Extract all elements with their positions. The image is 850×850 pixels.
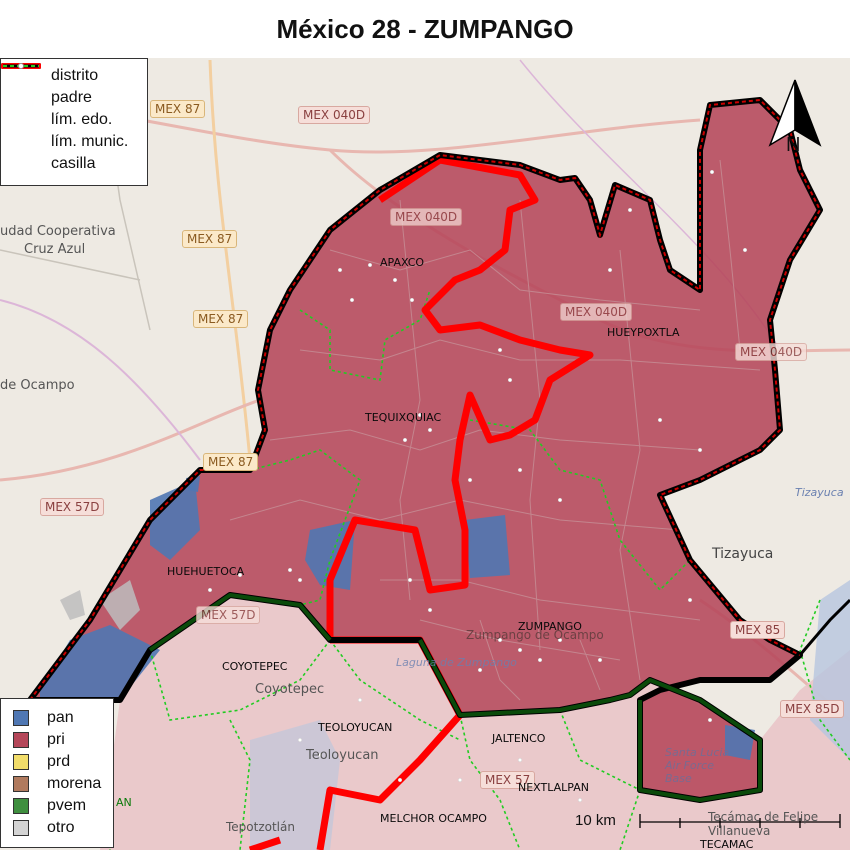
municipality-label-teoloyucan: TEOLOYUCAN [318, 721, 393, 734]
state-limit-overlay [29, 98, 822, 701]
place-label: Tepotzotlán [226, 820, 295, 834]
scale-label: 10 km [575, 812, 616, 829]
legend-swatch-morena [13, 776, 29, 792]
parent-boundary-sw [248, 836, 282, 850]
outer-east-limit [798, 598, 850, 656]
legend-item-padre: padre [1, 63, 147, 109]
legend-item-lim-munic: lím. munic. [1, 64, 147, 153]
municipality-label-nextlalpan: NEXTLALPAN [518, 781, 589, 794]
road-label: MEX 57 [480, 771, 536, 789]
scale-bar [639, 814, 841, 828]
municipality-label-partial: AN [116, 796, 132, 809]
place-label: udad Cooperativa [0, 224, 116, 239]
road-label: MEX 57D [40, 498, 105, 516]
place-label: Santa Lucia Air Force Base [665, 746, 730, 785]
road-label: MEX 040D [390, 208, 463, 226]
road-label: MEX 87 [193, 310, 249, 328]
legend-item-casilla: casilla [1, 63, 147, 175]
municipality-label-hueypoxtla: HUEYPOXTLA [607, 326, 680, 339]
legend-item-pvem: pvem [1, 795, 113, 817]
place-label: de Ocampo [0, 378, 75, 393]
legend-item-prd: prd [1, 751, 113, 773]
legend-swatch-pri [13, 732, 29, 748]
legend-swatch-pvem [13, 798, 29, 814]
map-title: México 28 - ZUMPANGO [276, 13, 574, 44]
road-label: MEX 85D [780, 700, 845, 718]
legend-item-pri: pri [1, 729, 113, 751]
place-label: Tizayuca [712, 546, 774, 562]
legend-swatch-prd [13, 754, 29, 770]
legend-swatch-pan [13, 710, 29, 726]
south-limit [148, 593, 762, 802]
party-legend: pan pri prd morena pvem otro [0, 698, 114, 848]
road-label: MEX 040D [735, 343, 808, 361]
municipality-label-melchor-ocampo: MELCHOR OCAMPO [380, 812, 487, 825]
map-canvas [0, 59, 850, 850]
municipality-label-coyotepec: COYOTEPEC [222, 660, 288, 673]
map-area[interactable]: MEX 87 MEX 040D MEX 87 MEX 040D MEX 87 M… [0, 58, 850, 850]
municipality-label-tequixquiac: TEQUIXQUIAC [365, 411, 442, 424]
legend-item-morena: morena [1, 773, 113, 795]
road-label: MEX 85 [730, 621, 786, 639]
place-label: Cruz Azul [24, 242, 86, 257]
municipality-label-huehuetoca: HUEHUETOCA [167, 565, 245, 578]
legend-swatch-otro [13, 820, 29, 836]
place-label: Tizayuca [795, 486, 844, 499]
road-label: MEX 87 [150, 100, 206, 118]
road-label: MEX 87 [182, 230, 238, 248]
place-label: Laguna de Zumpango [396, 656, 517, 669]
municipality-label-jaltenco: JALTENCO [492, 732, 546, 745]
place-label: Teoloyucan [306, 748, 379, 763]
place-label: Tecámac de Felipe Villanueva [708, 810, 819, 838]
legend-item-otro: otro [1, 817, 113, 839]
legend-symbol-casilla [18, 63, 24, 69]
road-label: MEX 57D [196, 606, 261, 624]
municipality-label-apaxco: APAXCO [380, 256, 425, 269]
municipal-limits [99, 289, 850, 850]
road-label: MEX 040D [298, 106, 371, 124]
road-label: MEX 87 [203, 453, 259, 471]
place-label: Zumpango de Ocampo [466, 628, 604, 642]
legend-item-pan: pan [1, 707, 113, 729]
legend-item-lim-edo: lím. edo. [1, 64, 147, 131]
north-arrow [768, 79, 822, 147]
line-legend: distrito padre lím. edo. lím. munic. cas… [0, 58, 148, 186]
place-label: Coyotepec [255, 682, 325, 697]
municipality-label-tecamac: TECAMAC [700, 838, 754, 850]
road-label: MEX 040D [560, 303, 633, 321]
south-pan-region [250, 720, 340, 850]
otro-patches [60, 580, 140, 630]
municipality-label-zumpango: ZUMPANGO [518, 620, 582, 633]
casilla-dots [207, 169, 748, 803]
north-label: N [786, 134, 801, 156]
parent-boundary [326, 156, 594, 640]
